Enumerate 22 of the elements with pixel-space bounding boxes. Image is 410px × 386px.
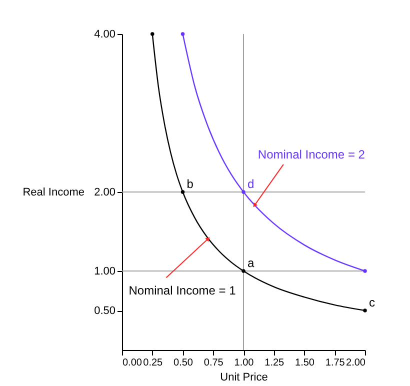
x-tick-label: 0.50 <box>174 358 194 368</box>
x-tick-label: 1.00 <box>234 358 254 368</box>
x-tick-label: 0.75 <box>204 358 224 368</box>
line-series <box>182 33 366 272</box>
x-tick-label: 0.25 <box>143 358 164 368</box>
x-tick-label: 1.25 <box>264 358 285 368</box>
y-tick-label: 1.00 <box>94 266 116 278</box>
x-tick-label: 1.75 <box>325 358 346 368</box>
x-axis-title: Unit Price <box>220 372 268 384</box>
y-tick-label: 0.50 <box>94 305 116 317</box>
annotation: a <box>248 256 254 270</box>
y-tick-label: 4.00 <box>94 28 116 40</box>
annotation: d <box>248 177 254 191</box>
y-tick-label: 2.00 <box>94 186 116 198</box>
y-axis-title: Real Income <box>22 186 84 198</box>
annotation: b <box>186 177 194 191</box>
annotation: Nominal Income = 1 <box>128 284 236 298</box>
x-tick-label: 1.50 <box>295 358 315 368</box>
x-tick-label: 0.00 <box>122 358 142 368</box>
annotation: Nominal Income = 2 <box>258 147 366 162</box>
annotation: c <box>369 296 375 310</box>
x-tick-label: 2.00 <box>346 358 366 368</box>
